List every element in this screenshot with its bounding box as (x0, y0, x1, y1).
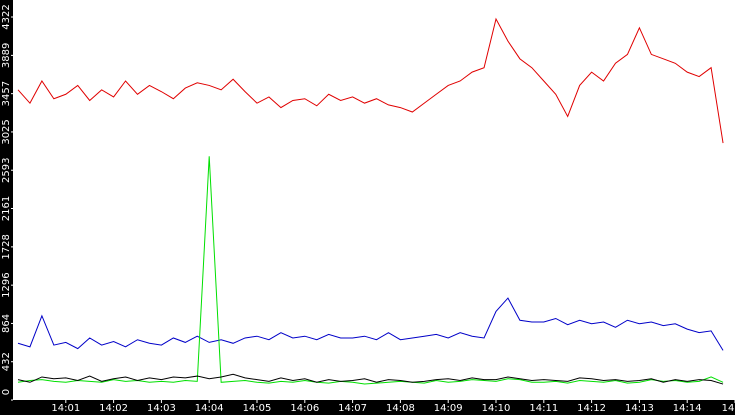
x-tick-label: 14:04 (195, 403, 224, 414)
x-tick-label: 14:02 (99, 403, 128, 414)
series-line (17, 373, 724, 385)
x-tick-label: 14:07 (338, 403, 367, 414)
y-tick-label: 2161 (1, 196, 12, 221)
y-tick-label: 3457 (1, 81, 12, 106)
x-tick-label: 14:06 (290, 403, 319, 414)
y-tick-label: 432 (1, 352, 12, 371)
series-line (17, 297, 724, 351)
x-axis-strip (0, 400, 735, 415)
x-tick-label: 14:13 (625, 403, 654, 414)
y-tick-label: 3889 (1, 43, 12, 68)
x-tick-label: 14:14 (673, 403, 702, 414)
x-tick-label: 14:05 (243, 403, 272, 414)
x-tick-label: 14:01 (51, 403, 80, 414)
x-tick-label: 14 (722, 403, 735, 414)
y-tick-label: 2593 (1, 157, 12, 182)
y-tick-label: 0 (1, 389, 12, 395)
y-tick-label: 3025 (1, 119, 12, 144)
x-tick-label: 14:03 (147, 403, 176, 414)
x-tick-label: 14:08 (386, 403, 415, 414)
series-line (17, 17, 724, 144)
y-axis-strip (0, 0, 13, 415)
x-tick-label: 14:10 (482, 403, 511, 414)
y-tick-label: 1296 (1, 272, 12, 297)
x-tick-label: 14:11 (529, 403, 558, 414)
x-tick-label: 14:09 (434, 403, 463, 414)
series-line (17, 156, 724, 385)
x-tick-label: 14:12 (577, 403, 606, 414)
y-tick-label: 4322 (1, 4, 12, 29)
y-tick-label: 864 (1, 314, 12, 333)
y-tick-label: 1728 (1, 234, 12, 259)
